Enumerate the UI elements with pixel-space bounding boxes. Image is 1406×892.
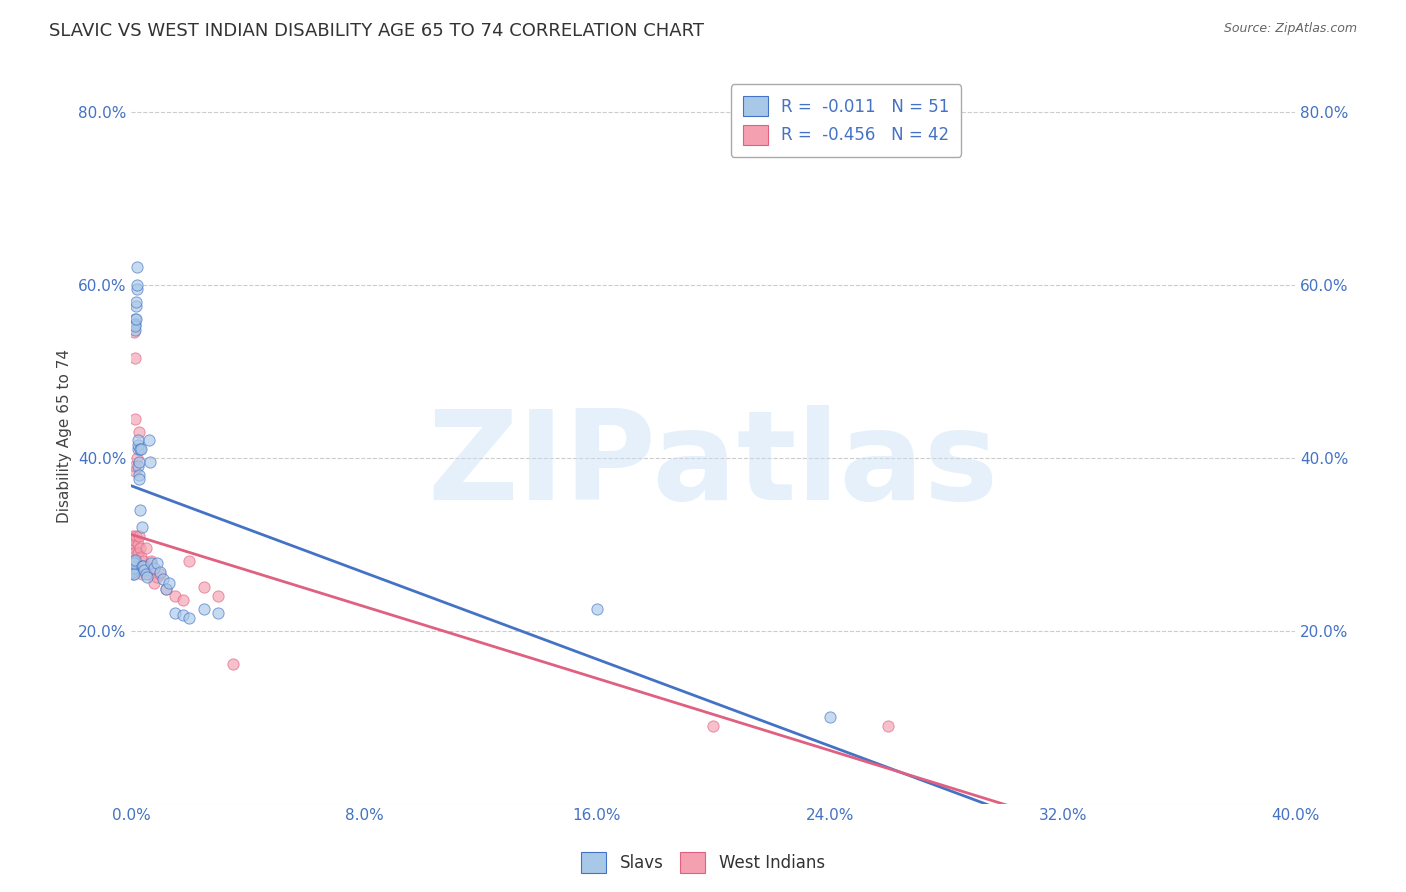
Point [155, 582, 177, 596]
Point [122, 550, 145, 565]
Point [125, 558, 148, 573]
Point [124, 312, 146, 326]
Point [702, 719, 724, 733]
Point [128, 472, 150, 486]
Point [139, 455, 162, 469]
Point [179, 554, 201, 568]
Point [121, 567, 143, 582]
Point [127, 260, 149, 275]
Point [122, 554, 145, 568]
Point [173, 608, 195, 623]
Point [585, 602, 607, 616]
Point [128, 541, 150, 556]
Point [125, 299, 148, 313]
Point [135, 541, 157, 556]
Point [122, 546, 145, 560]
Point [127, 434, 149, 448]
Point [127, 537, 149, 551]
Point [124, 326, 146, 340]
Point [125, 295, 148, 310]
Point [125, 277, 148, 292]
Point [122, 561, 145, 575]
Y-axis label: Disability Age 65 to 74: Disability Age 65 to 74 [58, 349, 72, 523]
Point [124, 351, 146, 366]
Point [143, 576, 166, 591]
Point [173, 593, 195, 607]
Point [124, 411, 146, 425]
Point [141, 554, 163, 568]
Point [127, 442, 149, 456]
Point [141, 556, 163, 570]
Point [129, 442, 152, 456]
Point [207, 589, 229, 603]
Point [125, 282, 148, 296]
Point [125, 563, 148, 577]
Text: ZIPatlas: ZIPatlas [427, 405, 998, 526]
Point [127, 438, 149, 452]
Point [124, 459, 146, 474]
Point [125, 450, 148, 465]
Point [136, 558, 159, 573]
Point [129, 558, 152, 573]
Point [222, 657, 245, 671]
Point [138, 567, 160, 582]
Point [132, 558, 155, 573]
Point [131, 520, 153, 534]
Point [163, 607, 186, 621]
Point [149, 567, 172, 582]
Point [128, 467, 150, 482]
Point [155, 582, 177, 596]
Point [125, 528, 148, 542]
Point [122, 533, 145, 547]
Point [129, 550, 152, 565]
Point [179, 610, 201, 624]
Point [818, 710, 841, 724]
Point [138, 434, 160, 448]
Point [207, 607, 229, 621]
Point [128, 425, 150, 439]
Point [136, 570, 159, 584]
Point [127, 546, 149, 560]
Point [128, 502, 150, 516]
Point [131, 567, 153, 582]
Point [139, 563, 162, 577]
Point [163, 589, 186, 603]
Point [146, 556, 169, 570]
Point [122, 528, 145, 542]
Point [149, 565, 172, 579]
Point [157, 576, 180, 591]
Point [129, 442, 152, 456]
Legend: Slavs, West Indians: Slavs, West Indians [575, 846, 831, 880]
Point [125, 312, 148, 326]
Point [131, 558, 153, 573]
Point [121, 563, 143, 577]
Point [134, 563, 156, 577]
Point [122, 558, 145, 573]
Point [193, 581, 215, 595]
Point [124, 553, 146, 567]
Point [877, 719, 900, 733]
Point [128, 455, 150, 469]
Text: SLAVIC VS WEST INDIAN DISABILITY AGE 65 TO 74 CORRELATION CHART: SLAVIC VS WEST INDIAN DISABILITY AGE 65 … [49, 22, 704, 40]
Text: Source: ZipAtlas.com: Source: ZipAtlas.com [1223, 22, 1357, 36]
Point [193, 602, 215, 616]
Point [134, 563, 156, 577]
Legend: R =  -0.011   N = 51, R =  -0.456   N = 42: R = -0.011 N = 51, R = -0.456 N = 42 [731, 84, 962, 156]
Point [128, 528, 150, 542]
Point [135, 567, 157, 582]
Point [124, 556, 146, 570]
Point [124, 464, 146, 478]
Point [127, 459, 149, 474]
Point [143, 561, 166, 575]
Point [122, 565, 145, 579]
Point [124, 317, 146, 331]
Point [146, 570, 169, 584]
Point [121, 537, 143, 551]
Point [152, 572, 174, 586]
Point [132, 554, 155, 568]
Point [124, 319, 146, 334]
Point [124, 323, 146, 337]
Point [122, 567, 145, 582]
Point [121, 541, 143, 556]
